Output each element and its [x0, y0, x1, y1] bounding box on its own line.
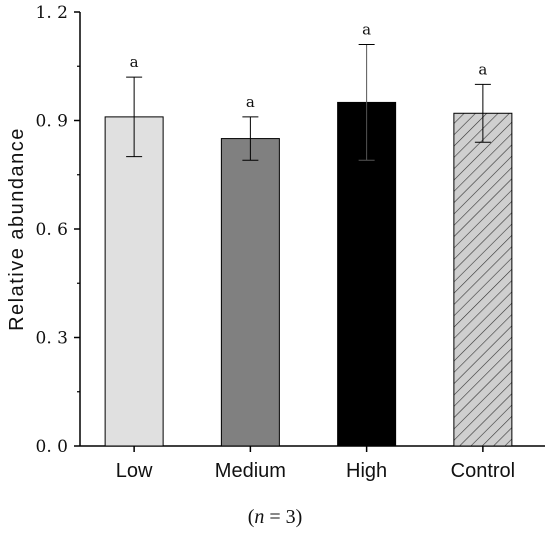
error-bars [126, 44, 491, 161]
significance-letter: a [478, 60, 487, 78]
x-tick-label: Control [451, 460, 515, 482]
footnote-rest: = 3) [264, 506, 303, 528]
footnote-variable: n [254, 506, 265, 528]
bar-control [453, 112, 513, 447]
y-axis-title: Relative abundance [6, 127, 28, 331]
bar-chart: 0. 0 0. 3 0. 6 0. 9 1. 2 Relative abundance a L… [6, 3, 545, 482]
footnote-open: ( [247, 506, 255, 528]
y-tick-label: 0. 3 [36, 329, 68, 349]
x-tick-label: High [346, 460, 387, 482]
labels: 0. 0 0. 3 0. 6 0. 9 1. 2 Relative abundance a L… [6, 3, 515, 482]
bars [104, 101, 513, 447]
significance-letter: a [130, 53, 139, 71]
y-tick-label: 0. 0 [36, 437, 68, 457]
sample-size-note: (n = 3) [0, 506, 550, 529]
significance-letter: a [246, 93, 255, 111]
y-tick-label: 0. 6 [36, 220, 68, 240]
bar-medium [220, 138, 280, 447]
x-tick-label: Medium [215, 460, 286, 482]
x-tick-label: Low [116, 460, 153, 482]
y-tick-label: 0. 9 [36, 112, 68, 132]
y-tick-label: 1. 2 [36, 3, 68, 23]
significance-letter: a [362, 21, 371, 39]
bar-low [104, 116, 164, 447]
